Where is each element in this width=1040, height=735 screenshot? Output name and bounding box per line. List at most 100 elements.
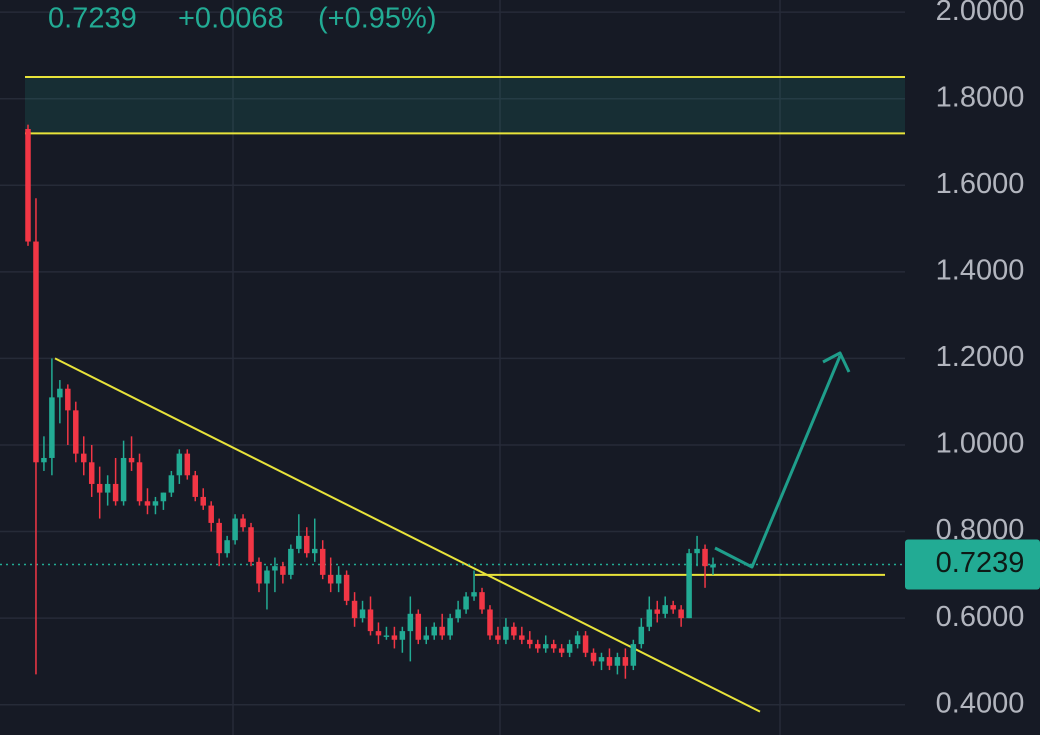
candle-body: [49, 397, 55, 458]
candle-body: [519, 635, 525, 640]
candle-body: [471, 592, 477, 597]
trendline: [54, 357, 761, 713]
candle-body: [455, 609, 461, 619]
y-tick-label: 0.6000: [936, 601, 1025, 633]
candle-body: [654, 609, 660, 614]
candle-body: [33, 241, 39, 463]
candle-body: [542, 644, 549, 649]
y-tick-label: 1.0000: [936, 428, 1025, 460]
y-tick-label: 1.6000: [936, 168, 1025, 200]
candle-body: [558, 648, 565, 653]
candle-body: [351, 600, 358, 619]
candle-body: [391, 635, 398, 640]
candle-body: [57, 388, 63, 398]
candle-body: [240, 518, 246, 528]
y-tick-label: 2.0000: [936, 0, 1025, 27]
candle-body: [694, 548, 700, 554]
candle-body: [479, 592, 485, 610]
candle-body: [487, 609, 493, 636]
candle-body: [646, 609, 653, 627]
projection-arrow: [714, 351, 851, 569]
arrow-path: [714, 355, 842, 569]
candle-body: [702, 548, 708, 567]
candle-body: [128, 457, 135, 463]
candle-body: [495, 635, 501, 640]
candle-body: [304, 535, 310, 554]
candle-body: [104, 483, 111, 493]
y-tick-label: 1.8000: [936, 81, 1025, 113]
candle-body: [447, 618, 453, 636]
candle-body: [272, 566, 278, 571]
candle-body: [638, 626, 645, 645]
candle-body: [41, 457, 47, 463]
candle-body: [367, 609, 374, 632]
candle-body: [574, 635, 581, 645]
y-axis: 0.40000.60000.80001.00001.20001.40001.60…: [905, 0, 1040, 719]
candle-body: [535, 644, 541, 649]
candle-body: [343, 574, 350, 601]
candle-body: [662, 605, 668, 614]
candle-body: [407, 613, 414, 632]
candle-body: [463, 596, 469, 610]
candle-body: [423, 635, 430, 640]
y-tick-label: 0.4000: [936, 687, 1025, 719]
candle-body: [503, 626, 509, 640]
candle-body: [96, 483, 103, 493]
candle-body: [415, 613, 422, 640]
candle-body: [311, 548, 318, 554]
candle-body: [152, 501, 159, 506]
candle-body: [216, 522, 222, 554]
vertical-grid: [232, 0, 781, 735]
candle-body: [582, 635, 589, 653]
header: 0.7239 +0.0068 (+0.95%): [48, 3, 436, 35]
candle-body: [208, 505, 214, 523]
candle-body: [264, 570, 270, 584]
candle-body: [590, 652, 597, 662]
price-change: +0.0068: [178, 3, 284, 35]
candle-body: [399, 631, 406, 640]
candles: [25, 124, 716, 679]
candle-body: [168, 475, 175, 493]
y-tick-label: 1.2000: [936, 341, 1025, 373]
candle-body: [319, 548, 326, 575]
candle-body: [622, 657, 629, 666]
last-price-tag-label: 0.7239: [936, 547, 1025, 579]
arrow-head: [822, 351, 851, 373]
candle-body: [439, 626, 445, 636]
candle-body: [120, 457, 127, 502]
candle-body: [65, 388, 71, 411]
candle-body: [598, 657, 605, 662]
candle-body: [327, 574, 334, 584]
candle-body: [232, 518, 238, 541]
candle-body: [81, 453, 87, 463]
candle-body: [256, 561, 262, 584]
y-tick-label: 1.4000: [936, 254, 1025, 286]
candle-body: [248, 527, 254, 562]
overlays: [0, 76, 905, 713]
candle-body: [686, 553, 692, 619]
candle-body: [25, 128, 31, 242]
candle-body: [630, 644, 637, 666]
price-change-percent: (+0.95%): [318, 3, 436, 35]
candle-body: [184, 453, 191, 476]
candle-body: [112, 483, 119, 502]
candle-body: [431, 626, 437, 636]
candle-body: [527, 639, 533, 645]
candle-body: [192, 475, 199, 497]
candle-body: [606, 657, 613, 666]
candle-body: [678, 609, 684, 619]
candle-body: [511, 626, 517, 636]
candle-body: [160, 492, 167, 502]
candle-body: [176, 453, 183, 476]
resistance-zone: [25, 77, 905, 134]
last-price: 0.7239: [48, 3, 137, 35]
candle-body: [73, 410, 79, 454]
candle-body: [144, 501, 151, 506]
candle-body: [550, 644, 557, 649]
candle-body: [280, 566, 286, 575]
candle-body: [375, 631, 382, 636]
candle-body: [383, 635, 390, 637]
candle-body: [359, 609, 366, 619]
candle-body: [670, 605, 676, 610]
